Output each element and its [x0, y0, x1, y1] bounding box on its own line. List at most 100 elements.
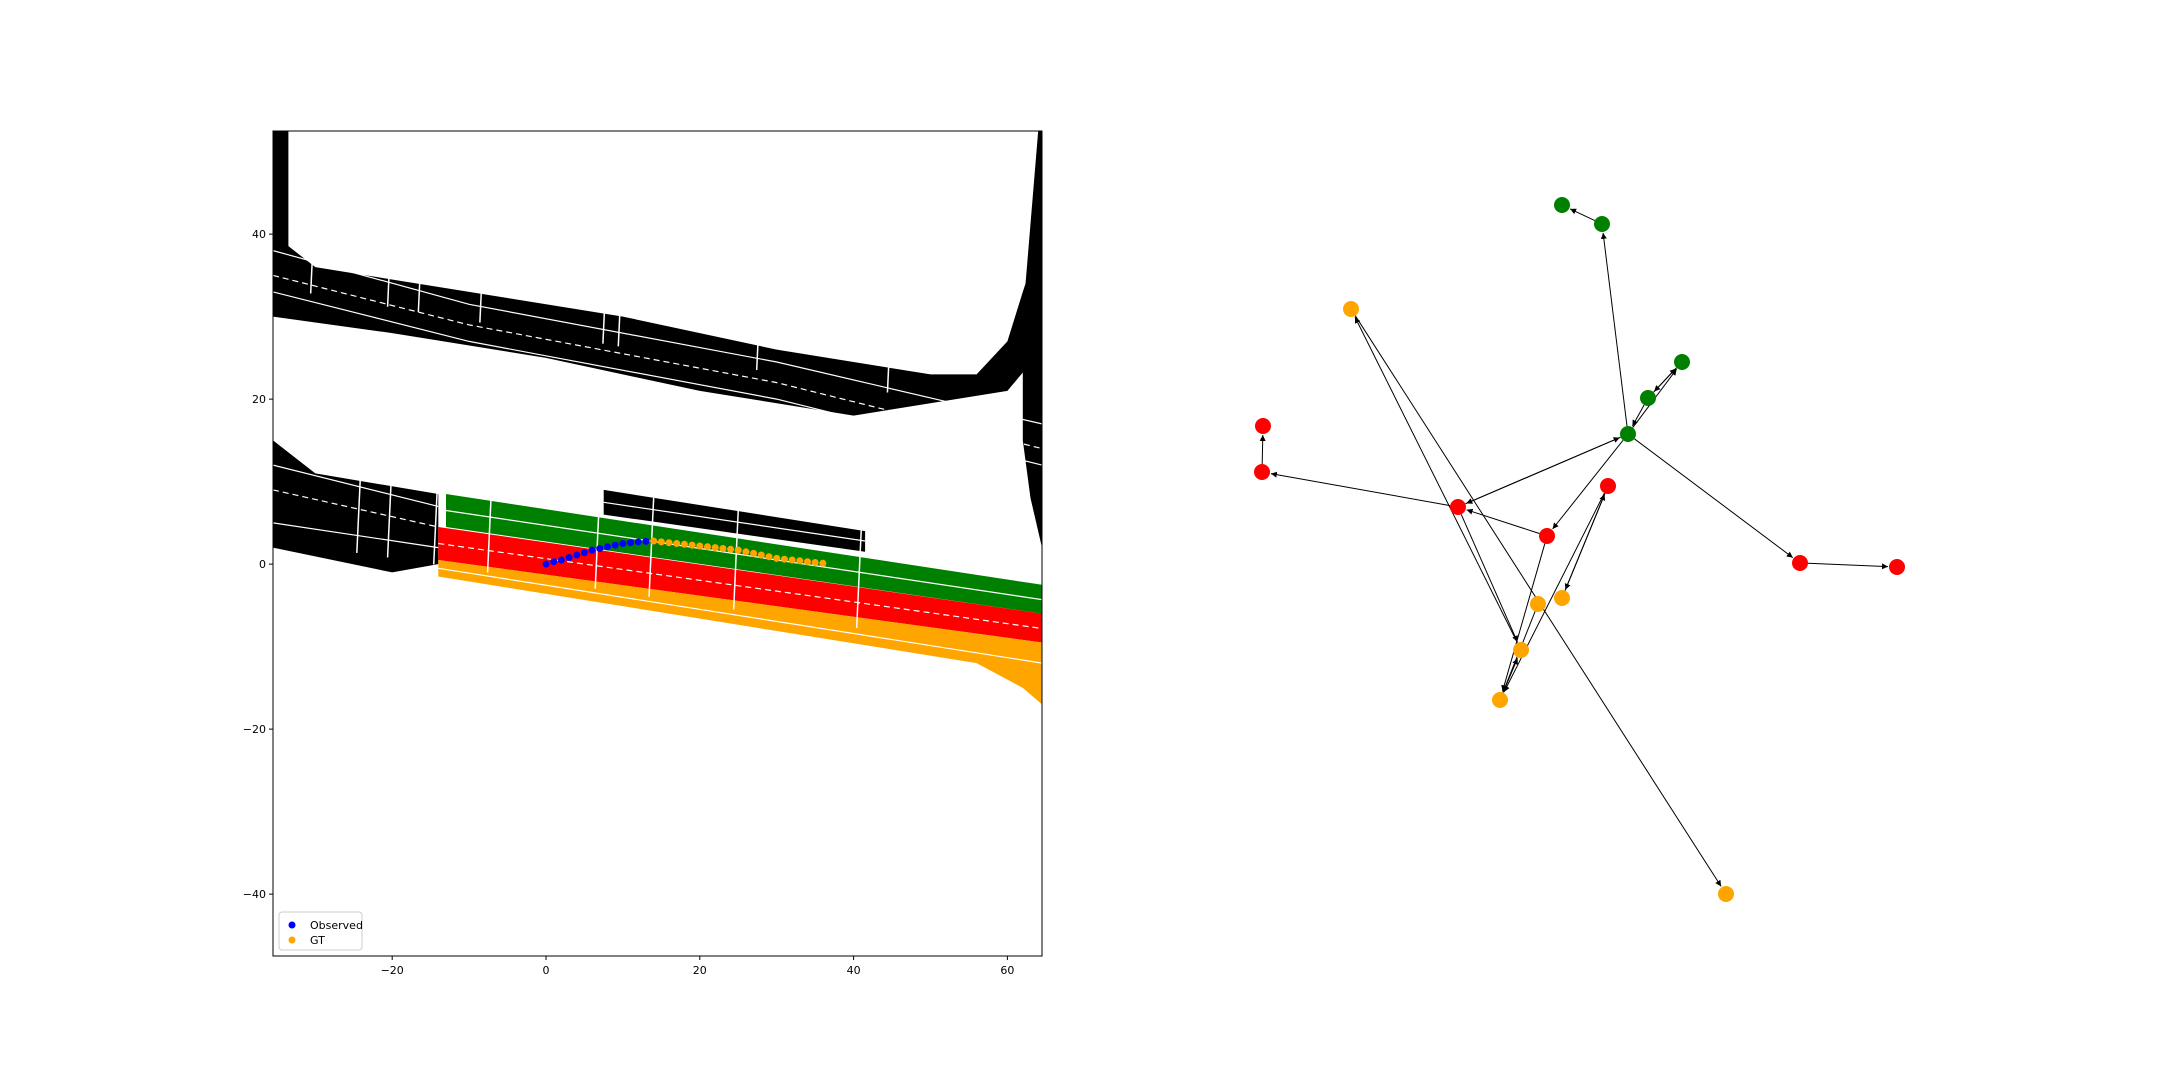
segment-divider-4 — [594, 489, 601, 589]
graph-edge-g2-g1 — [1569, 208, 1596, 222]
graph-edge-r5-o5 — [1503, 492, 1605, 693]
graph-edge-r3-g5 — [1465, 437, 1620, 505]
point-gt-9 — [719, 545, 727, 552]
segment-divider-7 — [855, 528, 863, 629]
point-observed-8 — [604, 543, 611, 551]
upper-segment-divider-0 — [309, 194, 317, 294]
graph-node-r1 — [1255, 418, 1271, 434]
point-gt-11 — [734, 546, 742, 554]
graph-node-r7 — [1889, 559, 1905, 575]
road-polygon-1 — [273, 131, 289, 259]
segment-divider-1 — [386, 458, 393, 558]
lane-marking-4 — [273, 489, 439, 528]
graph-node-r4 — [1539, 528, 1555, 544]
lane-marking-0 — [273, 250, 1042, 425]
road-polygon-6 — [438, 527, 1042, 643]
point-observed-12 — [634, 538, 642, 546]
lane-marking-5 — [273, 522, 439, 549]
graph-edge-o4-o1 — [1354, 316, 1518, 644]
upper-segment-divider-4 — [602, 244, 609, 344]
point-gt-19 — [796, 557, 804, 565]
upper-segment-divider-3 — [479, 223, 486, 323]
trajectory-layer — [542, 537, 827, 568]
x-axis: −20 0 20 40 60 — [381, 956, 1014, 977]
point-observed-2 — [557, 556, 565, 564]
upper-segment-divider-5 — [617, 247, 624, 347]
graph-edge-o3-r5 — [1564, 494, 1606, 591]
lane-marking-1 — [273, 274, 1042, 450]
graph-edge-r6-r7 — [1807, 562, 1889, 570]
point-gt-4 — [680, 540, 688, 548]
legend-marker-observed — [288, 921, 296, 929]
point-gt-5 — [688, 541, 696, 549]
point-observed-9 — [611, 541, 619, 549]
x-tick-label--20: −20 — [381, 964, 404, 977]
graph-edges — [1259, 208, 1889, 887]
point-gt-16 — [773, 554, 781, 562]
graph-node-o2 — [1530, 596, 1546, 612]
legend: Observed GT — [278, 911, 363, 951]
point-observed-5 — [580, 549, 588, 557]
graph-node-g3 — [1674, 354, 1690, 370]
road-polygon-3 — [273, 440, 439, 573]
point-gt-21 — [811, 559, 819, 566]
graph-edge-r2-r1 — [1259, 434, 1266, 465]
graph-node-o1 — [1343, 301, 1359, 317]
graph-edge-g4-g5 — [1631, 404, 1645, 427]
graph-node-r6 — [1792, 555, 1808, 571]
graph-node-r3 — [1450, 499, 1466, 515]
graph-edge-r4-o5 — [1501, 543, 1546, 692]
point-gt-17 — [780, 555, 788, 563]
graph-edge-r4-r3 — [1466, 508, 1540, 534]
x-tick-label-60: 60 — [1000, 964, 1014, 977]
lane-marking-layer — [273, 194, 1042, 664]
y-tick-label-20: 20 — [252, 393, 266, 406]
legend-box — [278, 911, 363, 951]
graph-node-g1 — [1554, 197, 1570, 213]
y-tick-label-0: 0 — [259, 558, 266, 571]
point-observed-1 — [550, 558, 558, 566]
graph-panel — [1254, 197, 1905, 902]
graph-edge-g5-r6 — [1634, 438, 1794, 558]
segment-divider-0 — [356, 453, 363, 553]
graph-edge-g5-g2 — [1600, 232, 1628, 427]
point-observed-10 — [619, 540, 627, 547]
point-gt-10 — [727, 545, 735, 553]
point-observed-0 — [542, 560, 550, 568]
point-gt-6 — [696, 542, 704, 550]
point-observed-3 — [565, 554, 573, 561]
legend-marker-gt — [288, 936, 296, 944]
y-tick-label--20: −20 — [243, 723, 266, 736]
point-gt-3 — [673, 540, 681, 547]
legend-label-observed: Observed — [310, 919, 363, 932]
x-tick-label-0: 0 — [542, 964, 549, 977]
point-gt-22 — [819, 559, 827, 567]
point-gt-0 — [650, 537, 658, 545]
graph-node-g2 — [1594, 216, 1610, 232]
lane-marking-9 — [603, 501, 866, 542]
segment-divider-5 — [648, 497, 655, 597]
segment-divider-3 — [486, 473, 493, 573]
upper-segment-divider-2 — [417, 212, 424, 313]
point-observed-6 — [588, 546, 596, 554]
graph-edge-r3-r2 — [1270, 471, 1451, 507]
graph-edge-g5-r4 — [1552, 439, 1624, 530]
point-gt-2 — [665, 539, 673, 547]
road-polygon-4 — [603, 489, 866, 552]
point-gt-15 — [765, 553, 773, 561]
point-gt-20 — [804, 558, 811, 566]
map-axes: −20 0 20 40 60 −40 −20 0 20 40 Observed GT — [243, 130, 1043, 977]
upper-segment-divider-7 — [886, 293, 893, 393]
point-gt-8 — [711, 544, 719, 552]
point-observed-11 — [627, 539, 635, 547]
point-gt-14 — [757, 551, 765, 559]
graph-edge-r3-o4 — [1460, 514, 1518, 643]
y-tick-label-40: 40 — [252, 228, 266, 241]
point-observed-13 — [642, 537, 650, 545]
lane-marking-2 — [273, 291, 1042, 466]
graph-node-o5 — [1492, 692, 1508, 708]
graph-node-o6 — [1718, 886, 1734, 902]
road-polygon-0 — [273, 234, 1042, 416]
point-observed-4 — [573, 551, 581, 559]
segment-divider-2 — [432, 465, 440, 565]
